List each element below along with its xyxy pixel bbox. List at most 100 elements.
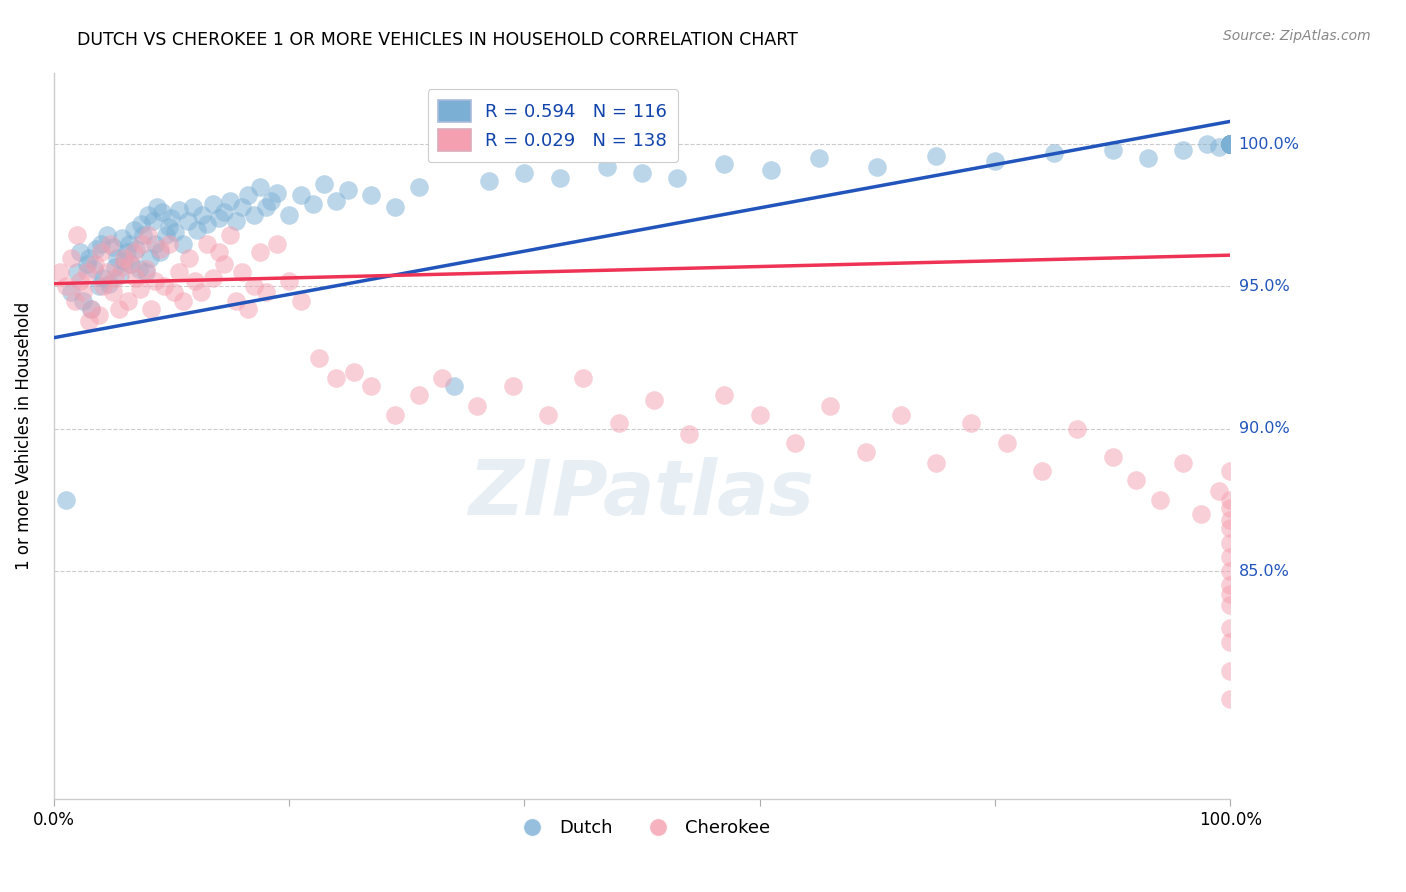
Point (855, 444, 877, 458)
Point (66, 228, 89, 243)
Point (117, 293, 139, 308)
Point (120, 257, 142, 271)
Point (925, 456, 948, 470)
Point (143, 274, 166, 288)
Point (1149, 492, 1171, 507)
Point (1219, 664, 1241, 678)
Point (139, 251, 162, 265)
Point (136, 208, 159, 222)
Point (1219, 137, 1241, 152)
Point (1219, 137, 1241, 152)
Point (135, 262, 157, 277)
Text: 100.0%: 100.0% (1239, 136, 1299, 152)
Point (60, 251, 83, 265)
Point (314, 177, 336, 191)
Legend: Dutch, Cherokee: Dutch, Cherokee (506, 812, 778, 844)
Point (163, 285, 186, 300)
Point (384, 408, 406, 422)
Point (122, 245, 145, 260)
Point (607, 416, 630, 430)
Point (502, 379, 524, 393)
Point (104, 260, 127, 274)
Point (254, 285, 277, 300)
Point (308, 351, 330, 365)
Point (101, 285, 124, 300)
Point (101, 239, 124, 253)
Point (290, 188, 312, 202)
Point (149, 245, 172, 260)
Point (84, 243, 107, 257)
Point (1125, 473, 1147, 487)
Point (111, 260, 134, 274)
Point (266, 236, 288, 251)
Point (572, 370, 595, 384)
Point (666, 171, 689, 186)
Point (260, 194, 283, 208)
Point (761, 162, 783, 177)
Point (135, 265, 157, 279)
Point (87, 308, 110, 322)
Point (60, 285, 83, 300)
Point (278, 274, 301, 288)
Point (890, 408, 912, 422)
Point (643, 393, 665, 408)
Point (225, 214, 247, 228)
Point (1219, 137, 1241, 152)
Point (467, 399, 489, 413)
Point (1219, 137, 1241, 152)
Point (1219, 587, 1241, 601)
Point (1173, 143, 1195, 157)
Point (1219, 492, 1241, 507)
Point (513, 166, 536, 180)
Point (360, 379, 382, 393)
Point (748, 408, 770, 422)
Point (231, 265, 253, 279)
Point (278, 208, 301, 222)
Point (184, 274, 207, 288)
Point (55, 492, 77, 507)
Point (77, 251, 100, 265)
Point (1208, 140, 1230, 154)
Point (408, 387, 430, 401)
Point (995, 436, 1018, 450)
Point (290, 293, 312, 308)
Point (925, 148, 948, 162)
Point (225, 293, 247, 308)
Point (98, 277, 121, 291)
Point (678, 427, 700, 442)
Point (266, 186, 288, 200)
Point (1043, 145, 1066, 160)
Point (1219, 137, 1241, 152)
Point (207, 245, 229, 260)
Point (104, 271, 127, 285)
Point (596, 160, 619, 174)
Point (1189, 507, 1212, 521)
Text: DUTCH VS CHEROKEE 1 OR MORE VEHICLES IN HOUSEHOLD CORRELATION CHART: DUTCH VS CHEROKEE 1 OR MORE VEHICLES IN … (77, 31, 799, 49)
Point (121, 257, 143, 271)
Point (325, 370, 347, 384)
Point (84, 257, 107, 271)
Point (136, 228, 159, 243)
Point (107, 302, 129, 317)
Point (179, 251, 201, 265)
Point (172, 236, 194, 251)
Point (80, 302, 103, 317)
Point (167, 202, 190, 217)
Point (153, 279, 176, 293)
Point (301, 197, 323, 211)
Point (105, 251, 128, 265)
Point (1219, 692, 1241, 706)
Point (1031, 465, 1053, 479)
Point (807, 152, 830, 166)
Point (236, 188, 259, 202)
Point (1219, 599, 1241, 613)
Point (713, 157, 735, 171)
Point (960, 416, 983, 430)
Point (91, 271, 114, 285)
Point (177, 214, 200, 228)
Point (243, 279, 266, 293)
Point (55, 279, 77, 293)
Point (1219, 465, 1241, 479)
Point (325, 194, 347, 208)
Text: 95.0%: 95.0% (1239, 279, 1289, 294)
